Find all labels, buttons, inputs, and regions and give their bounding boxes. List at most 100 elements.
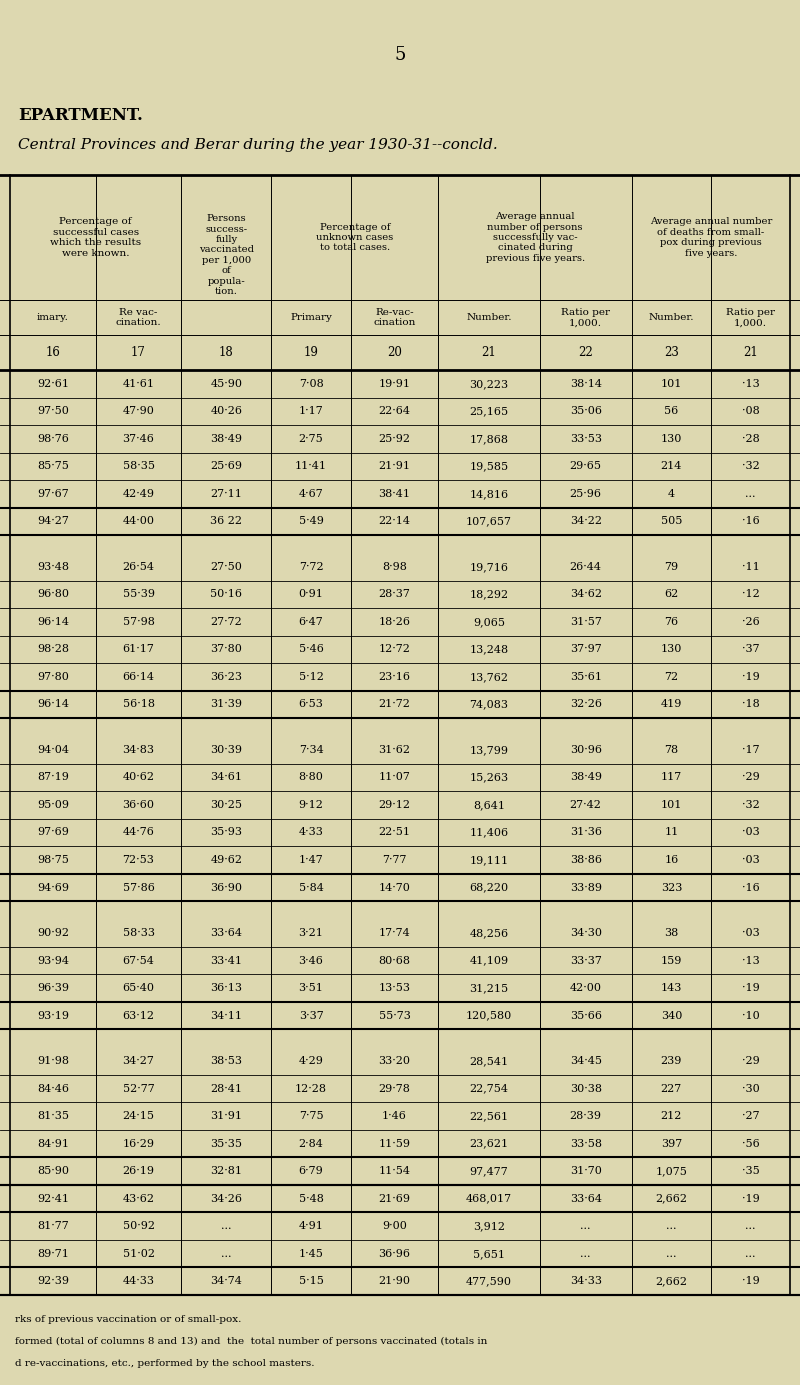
Text: Primary: Primary xyxy=(290,313,332,321)
Text: 95·09: 95·09 xyxy=(37,801,69,810)
Text: Ratio per
1,000.: Ratio per 1,000. xyxy=(561,307,610,327)
Text: 55·39: 55·39 xyxy=(122,590,154,600)
Text: 34·74: 34·74 xyxy=(210,1276,242,1287)
Text: 49·62: 49·62 xyxy=(210,855,242,866)
Text: 13,762: 13,762 xyxy=(470,672,509,681)
Text: 0·91: 0·91 xyxy=(298,590,323,600)
Text: 5·84: 5·84 xyxy=(298,882,323,892)
Text: 96·80: 96·80 xyxy=(37,590,69,600)
Text: 91·98: 91·98 xyxy=(37,1057,69,1066)
Text: Re vac-
cination.: Re vac- cination. xyxy=(116,307,162,327)
Text: 30·96: 30·96 xyxy=(570,745,602,755)
Text: 26·44: 26·44 xyxy=(570,562,602,572)
Text: ·03: ·03 xyxy=(742,928,759,938)
Text: 22,561: 22,561 xyxy=(470,1111,509,1120)
Text: ...: ... xyxy=(221,1222,232,1231)
Text: ·16: ·16 xyxy=(742,517,759,526)
Text: 66·14: 66·14 xyxy=(122,672,154,681)
Text: 34·22: 34·22 xyxy=(570,517,602,526)
Text: 1·47: 1·47 xyxy=(298,855,323,866)
Text: d re-vaccinations, etc., performed by the school masters.: d re-vaccinations, etc., performed by th… xyxy=(15,1359,314,1368)
Text: 30,223: 30,223 xyxy=(470,378,509,389)
Text: 80·68: 80·68 xyxy=(378,956,410,965)
Text: 72: 72 xyxy=(664,672,678,681)
Text: 33·58: 33·58 xyxy=(570,1138,602,1148)
Text: 36·90: 36·90 xyxy=(210,882,242,892)
Text: 76: 76 xyxy=(664,616,678,627)
Text: ·11: ·11 xyxy=(742,562,759,572)
Text: 28,541: 28,541 xyxy=(470,1057,509,1066)
Text: 42·00: 42·00 xyxy=(570,983,602,993)
Text: 61·17: 61·17 xyxy=(122,644,154,654)
Text: 29·78: 29·78 xyxy=(378,1083,410,1094)
Text: 28·39: 28·39 xyxy=(570,1111,602,1120)
Text: 9,065: 9,065 xyxy=(473,616,505,627)
Text: ...: ... xyxy=(746,489,756,499)
Text: 44·33: 44·33 xyxy=(122,1276,154,1287)
Text: 44·76: 44·76 xyxy=(122,827,154,838)
Text: ·29: ·29 xyxy=(742,1057,759,1066)
Text: 89·71: 89·71 xyxy=(37,1249,69,1259)
Text: Percentage of
successful cases
which the results
were known.: Percentage of successful cases which the… xyxy=(50,217,142,258)
Text: 419: 419 xyxy=(661,699,682,709)
Text: 16: 16 xyxy=(664,855,678,866)
Text: 31·91: 31·91 xyxy=(210,1111,242,1120)
Text: Average annual
number of persons
successfully vac-
cinated during
previous five : Average annual number of persons success… xyxy=(486,212,585,263)
Text: 3·51: 3·51 xyxy=(298,983,323,993)
Text: ...: ... xyxy=(581,1249,591,1259)
Text: ·19: ·19 xyxy=(742,1194,759,1204)
Text: 23,621: 23,621 xyxy=(470,1138,509,1148)
Text: 68,220: 68,220 xyxy=(470,882,509,892)
Text: 21·91: 21·91 xyxy=(378,461,410,471)
Text: 19,716: 19,716 xyxy=(470,562,509,572)
Text: 58·33: 58·33 xyxy=(122,928,154,938)
Text: 31,215: 31,215 xyxy=(470,983,509,993)
Text: ·03: ·03 xyxy=(742,855,759,866)
Text: 27·72: 27·72 xyxy=(210,616,242,627)
Text: ...: ... xyxy=(666,1222,677,1231)
Text: 62: 62 xyxy=(664,590,678,600)
Text: 13,799: 13,799 xyxy=(470,745,509,755)
Text: 5·12: 5·12 xyxy=(298,672,323,681)
Text: 41·61: 41·61 xyxy=(122,378,154,389)
Text: 94·04: 94·04 xyxy=(37,745,69,755)
Text: ·03: ·03 xyxy=(742,827,759,838)
Text: 397: 397 xyxy=(661,1138,682,1148)
Text: ·18: ·18 xyxy=(742,699,759,709)
Text: ·12: ·12 xyxy=(742,590,759,600)
Text: 19,111: 19,111 xyxy=(470,855,509,866)
Text: 6·79: 6·79 xyxy=(298,1166,323,1176)
Text: 37·80: 37·80 xyxy=(210,644,242,654)
Text: Percentage of
unknown cases
to total cases.: Percentage of unknown cases to total cas… xyxy=(316,223,394,252)
Text: Ratio per
1,000.: Ratio per 1,000. xyxy=(726,307,775,327)
Text: 32·26: 32·26 xyxy=(570,699,602,709)
Text: ...: ... xyxy=(581,1222,591,1231)
Text: 33·64: 33·64 xyxy=(210,928,242,938)
Text: rks of previous vaccination or of small-pox.: rks of previous vaccination or of small-… xyxy=(15,1314,242,1324)
Text: 101: 101 xyxy=(661,378,682,389)
Text: 27·50: 27·50 xyxy=(210,562,242,572)
Text: 227: 227 xyxy=(661,1083,682,1094)
Text: 12·72: 12·72 xyxy=(378,644,410,654)
Text: 27·42: 27·42 xyxy=(570,801,602,810)
Text: 14·70: 14·70 xyxy=(378,882,410,892)
Text: ·30: ·30 xyxy=(742,1083,759,1094)
Text: 42·49: 42·49 xyxy=(122,489,154,499)
Text: 97·67: 97·67 xyxy=(37,489,69,499)
Text: 11·59: 11·59 xyxy=(378,1138,410,1148)
Text: 85·90: 85·90 xyxy=(37,1166,69,1176)
Text: ·19: ·19 xyxy=(742,672,759,681)
Text: 17·74: 17·74 xyxy=(378,928,410,938)
Text: ·37: ·37 xyxy=(742,644,759,654)
Text: 38: 38 xyxy=(664,928,678,938)
Text: Number.: Number. xyxy=(649,313,694,321)
Text: 117: 117 xyxy=(661,773,682,783)
Text: 35·61: 35·61 xyxy=(570,672,602,681)
Text: 505: 505 xyxy=(661,517,682,526)
Text: 22·14: 22·14 xyxy=(378,517,410,526)
Text: 7·75: 7·75 xyxy=(298,1111,323,1120)
Text: 93·19: 93·19 xyxy=(37,1011,69,1021)
Text: 8·80: 8·80 xyxy=(298,773,323,783)
Text: 468,017: 468,017 xyxy=(466,1194,512,1204)
Text: 65·40: 65·40 xyxy=(122,983,154,993)
